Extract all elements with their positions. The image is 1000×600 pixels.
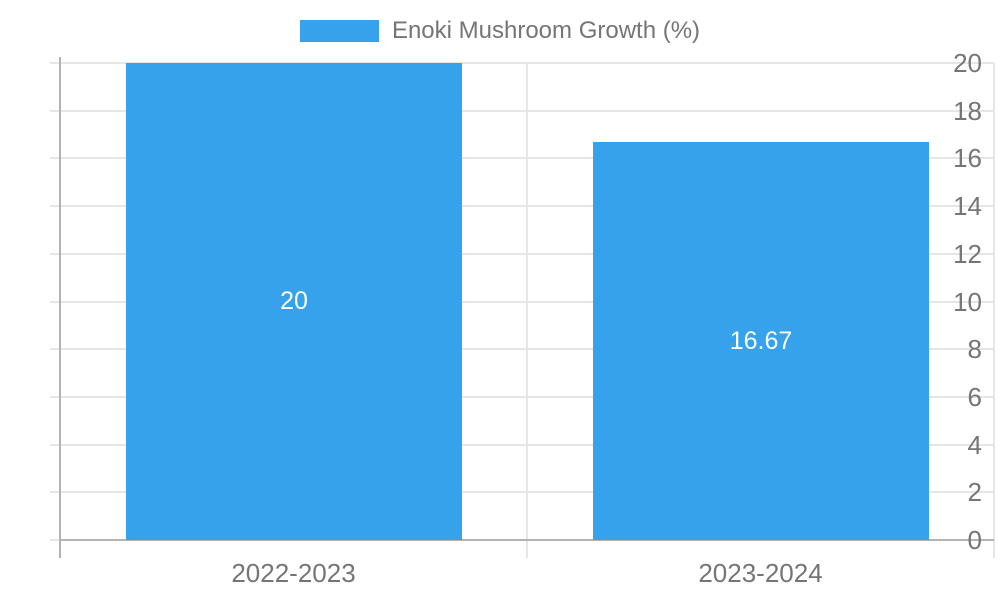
bar-value-label-2022-2023: 20	[280, 287, 308, 315]
y-tick-mark-16	[50, 157, 60, 160]
legend-series-label: Enoki Mushroom Growth (%)	[391, 17, 701, 44]
x-tick-label-2023-2024: 2023-2024	[698, 558, 823, 588]
y-tick-mark-8	[50, 348, 60, 351]
y-tick-label-20: 20	[953, 48, 982, 78]
x-tick-label-2022-2023: 2022-2023	[231, 558, 356, 588]
y-tick-mark-12	[50, 252, 60, 255]
x-tick-mark-2	[993, 540, 995, 558]
gridline-x-boundary-2	[993, 63, 995, 540]
y-tick-mark-20	[50, 62, 60, 64]
y-tick-label-12: 12	[953, 238, 982, 269]
y-tick-label-0: 0	[967, 525, 982, 555]
gridline-x-boundary-1	[526, 63, 528, 540]
y-tick-label-8: 8	[967, 334, 982, 365]
y-tick-label-16: 16	[953, 143, 982, 174]
y-tick-label-10: 10	[953, 286, 982, 317]
chart-legend[interactable]: Enoki Mushroom Growth (%)	[0, 16, 1000, 46]
y-tick-label-4: 4	[967, 429, 982, 460]
y-tick-mark-4	[50, 443, 60, 446]
x-axis-baseline	[60, 539, 994, 541]
bar-value-label-2023-2024: 16.67	[729, 326, 793, 355]
legend-color-swatch	[299, 20, 379, 42]
bar-2023-2024: 16.67	[593, 142, 929, 540]
y-tick-mark-6	[50, 395, 60, 398]
y-tick-mark-10	[50, 300, 60, 303]
y-tick-label-6: 6	[967, 381, 982, 412]
y-tick-mark-14	[50, 205, 60, 208]
y-tick-label-2: 2	[967, 477, 982, 508]
x-tick-mark-1	[526, 540, 528, 558]
y-tick-mark-2	[50, 491, 60, 494]
plot-area: 20 16.67	[50, 57, 995, 558]
y-tick-mark-18	[50, 109, 60, 112]
y-tick-label-14: 14	[953, 191, 982, 222]
y-tick-mark-0	[50, 539, 60, 541]
y-tick-label-18: 18	[953, 95, 982, 126]
y-axis-line	[59, 57, 61, 558]
bar-2022-2023: 20	[126, 63, 462, 540]
